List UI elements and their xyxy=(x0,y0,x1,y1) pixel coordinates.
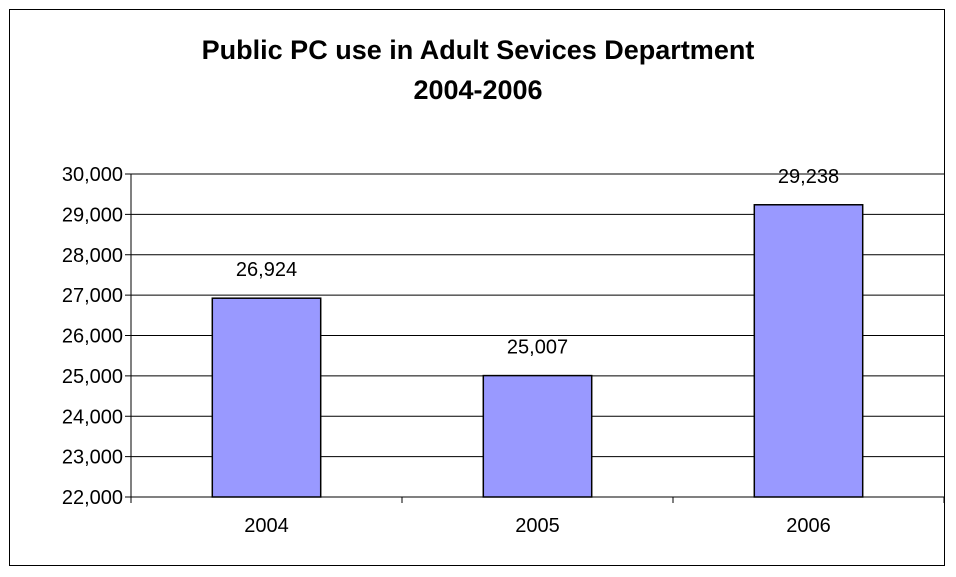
labels: 22,000 23,000 24,000 25,000 26,000 27,000 28,0… xyxy=(62,164,839,537)
y-tick-label: 27,000 xyxy=(62,285,123,307)
y-tick-label: 30,000 xyxy=(62,164,123,186)
chart-title-line-2: 2004-2006 xyxy=(413,75,543,105)
bar-2006 xyxy=(753,204,864,498)
bars xyxy=(211,204,864,498)
chart-title: Public PC use in Adult Sevices Departmen… xyxy=(0,30,956,110)
bar-2004 xyxy=(211,297,322,498)
y-tick-label: 24,000 xyxy=(62,406,123,428)
x-tick-label: 2006 xyxy=(786,515,831,537)
y-tick-label: 22,000 xyxy=(62,487,123,509)
y-tick-label: 25,000 xyxy=(62,366,123,388)
y-tick-label: 23,000 xyxy=(62,447,123,469)
data-label-2005: 25,007 xyxy=(507,337,568,359)
y-tick-label: 28,000 xyxy=(62,245,123,267)
y-tick-label: 26,000 xyxy=(62,326,123,348)
bar-2005 xyxy=(482,374,593,498)
x-tick-label: 2004 xyxy=(244,515,289,537)
x-tick-label: 2005 xyxy=(515,515,560,537)
data-label-2006: 29,238 xyxy=(778,166,839,188)
y-tick-label: 29,000 xyxy=(62,204,123,226)
chart-title-line-1: Public PC use in Adult Sevices Departmen… xyxy=(201,35,755,65)
data-label-2004: 26,924 xyxy=(236,259,297,281)
